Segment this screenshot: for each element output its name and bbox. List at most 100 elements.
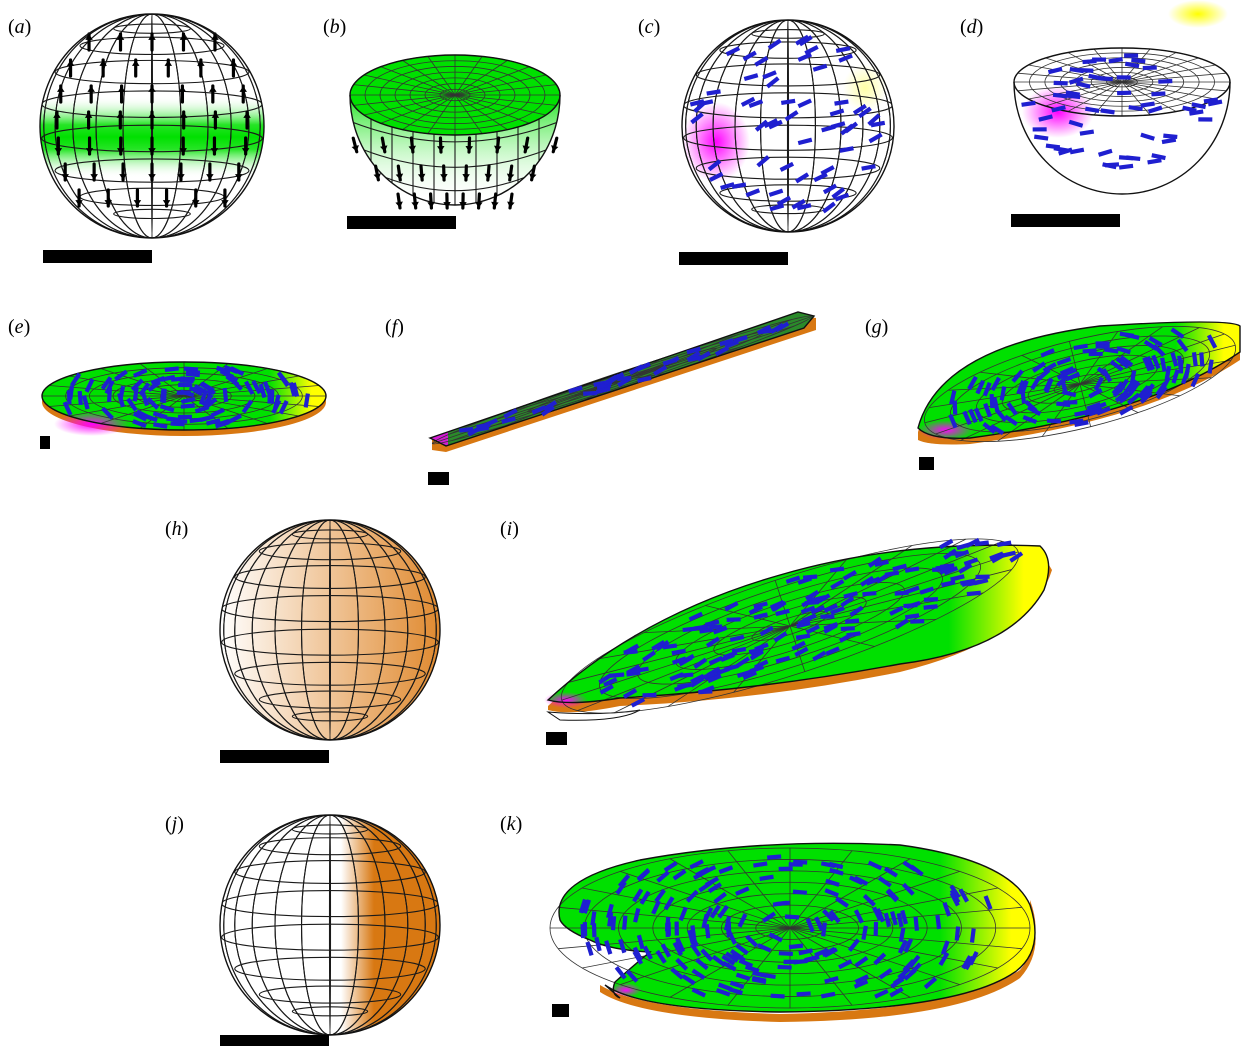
polarity-arrow — [258, 383, 267, 399]
grid-parallel — [719, 41, 857, 59]
polarity-arrow — [1079, 68, 1094, 73]
polarity-arrow — [595, 386, 611, 394]
polarity-arrow — [940, 940, 950, 955]
polarity-arrow — [227, 413, 242, 424]
polarity-arrow — [62, 401, 73, 416]
polarity-arrow — [896, 912, 904, 928]
polarity-arrow — [939, 538, 954, 550]
normal-arrow-head — [61, 174, 69, 180]
polarity-arrow — [812, 650, 827, 662]
grid-spoke — [568, 625, 791, 683]
polarity-arrow — [672, 869, 687, 881]
polarity-arrow — [132, 387, 139, 402]
grid-spoke — [935, 383, 1081, 435]
polarity-arrow — [1003, 414, 1018, 426]
polarity-arrow — [656, 870, 670, 883]
polarity-arrow — [923, 604, 938, 610]
polarity-arrow — [830, 579, 845, 590]
polarity-arrow — [1011, 369, 1024, 383]
polarity-arrow — [852, 103, 867, 115]
polarity-arrow — [198, 390, 208, 405]
polarity-arrow — [889, 986, 904, 998]
grid-spoke — [1079, 377, 1212, 385]
grid-spoke — [789, 551, 1019, 627]
polarity-arrow — [862, 590, 877, 597]
normal-arrow-head — [90, 174, 98, 180]
grid-spoke — [960, 383, 1081, 441]
polarity-arrow — [501, 416, 516, 424]
polarity-arrow — [805, 624, 821, 635]
polarity-arrow — [834, 192, 850, 202]
normal-arrow-head — [437, 145, 445, 152]
scale-bar-f — [428, 472, 449, 485]
polarity-arrow — [278, 373, 290, 388]
polarity-arrow — [662, 643, 678, 650]
normal-arrow-head — [66, 60, 75, 66]
polarity-arrow — [968, 951, 979, 966]
polarity-arrow — [768, 932, 783, 943]
polarity-arrow — [811, 594, 826, 603]
grid-spoke — [380, 94, 456, 124]
polarity-arrow — [583, 390, 598, 396]
polarity-arrow — [303, 393, 310, 408]
polarity-arrow — [696, 350, 711, 362]
polarity-arrow — [982, 381, 992, 397]
grid-spoke — [402, 94, 456, 130]
normal-arrow-head — [522, 145, 530, 152]
polarity-arrow — [670, 967, 684, 980]
normal-arrow-head — [148, 86, 156, 92]
polarity-arrow — [744, 964, 760, 973]
polarity-arrow — [1068, 119, 1084, 128]
polarity-arrow — [636, 934, 645, 950]
polarity-arrow — [713, 891, 727, 904]
polarity-arrow — [949, 884, 961, 899]
polarity-arrow — [706, 89, 721, 96]
grid-meridian — [43, 14, 261, 238]
polarity-arrow — [724, 601, 739, 612]
polarity-arrow — [795, 34, 810, 46]
grid-spoke — [363, 74, 456, 96]
polarity-arrow — [1151, 153, 1166, 161]
polarity-arrow — [138, 382, 151, 396]
grid-spoke — [727, 850, 791, 929]
polarity-arrow — [762, 70, 777, 80]
polarity-arrow — [770, 993, 785, 999]
panel-f-elongated-disc — [428, 311, 816, 452]
polarity-arrow — [1058, 147, 1073, 156]
normal-arrow-head — [53, 112, 61, 118]
grid-spoke — [1121, 81, 1216, 100]
polarity-arrow — [185, 371, 200, 378]
polarity-arrow — [691, 968, 706, 980]
panel-label-g: (g) — [865, 316, 888, 338]
polarity-arrow — [847, 938, 860, 952]
polarity-arrow — [663, 860, 678, 873]
polarity-arrow — [1119, 404, 1134, 416]
polarity-arrow — [793, 859, 808, 865]
scale-bar-e — [40, 436, 50, 449]
polarity-arrow — [1044, 378, 1054, 394]
polarity-arrow — [722, 961, 737, 972]
grid-spoke — [1121, 64, 1216, 83]
polarity-arrow — [820, 991, 836, 999]
polarity-arrow — [701, 913, 709, 929]
grid-parallel — [385, 176, 525, 192]
scale-bar-b — [347, 216, 456, 229]
polarity-arrow — [814, 947, 829, 958]
grid-parallel — [353, 121, 557, 143]
polarity-arrow — [906, 600, 921, 610]
scale-bar-i — [546, 732, 567, 745]
grid-spoke — [454, 94, 547, 116]
grid-spoke — [454, 94, 483, 134]
polarity-arrow — [241, 399, 254, 414]
polarity-arrow — [655, 639, 670, 652]
polarity-arrow — [759, 625, 774, 637]
polarity-arrow — [1191, 102, 1206, 110]
polarity-arrow — [636, 869, 650, 882]
polarity-arrow — [775, 655, 791, 664]
polarity-arrow — [773, 631, 788, 643]
normal-arrow-head — [462, 173, 470, 180]
polarity-arrow — [726, 617, 741, 622]
scale-bar-d — [1011, 214, 1120, 227]
grid-spoke — [558, 906, 791, 929]
polarity-arrow — [1126, 392, 1141, 405]
